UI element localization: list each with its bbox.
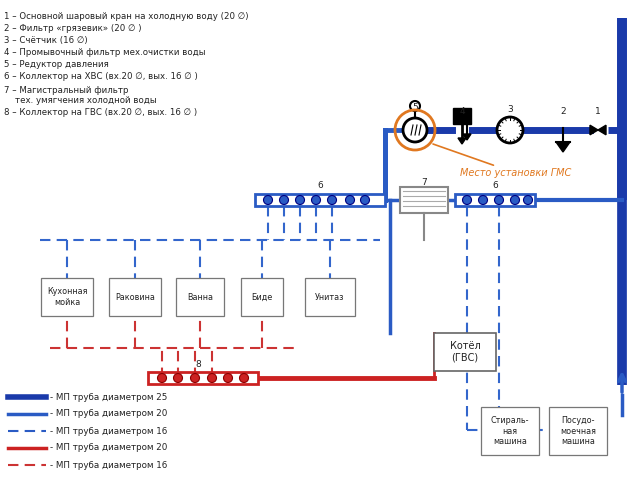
Bar bbox=[549, 407, 607, 455]
Text: тех. умягчения холодной воды: тех. умягчения холодной воды bbox=[4, 96, 157, 105]
Text: Стираль-
ная
машина: Стираль- ная машина bbox=[491, 416, 529, 446]
Circle shape bbox=[410, 101, 420, 111]
Text: 2 – Фильтр «грязевик» (20 ∅ ): 2 – Фильтр «грязевик» (20 ∅ ) bbox=[4, 24, 141, 33]
Text: 3 – Счётчик (16 ∅): 3 – Счётчик (16 ∅) bbox=[4, 36, 88, 45]
Circle shape bbox=[157, 373, 166, 383]
Text: - МП труба диаметром 20: - МП труба диаметром 20 bbox=[50, 409, 168, 419]
Text: 4 – Промывочный фильтр мех.очистки воды: 4 – Промывочный фильтр мех.очистки воды bbox=[4, 48, 205, 57]
Text: 6 – Коллектор на ХВС (вх.20 ∅, вых. 16 ∅ ): 6 – Коллектор на ХВС (вх.20 ∅, вых. 16 ∅… bbox=[4, 72, 198, 81]
Text: - МП труба диаметром 20: - МП труба диаметром 20 bbox=[50, 444, 168, 453]
Text: 2: 2 bbox=[560, 107, 566, 116]
Text: 8 – Коллектор на ГВС (вх.20 ∅, вых. 16 ∅ ): 8 – Коллектор на ГВС (вх.20 ∅, вых. 16 ∅… bbox=[4, 108, 197, 117]
Text: Место установки ГМС: Место установки ГМС bbox=[433, 144, 572, 178]
Text: Раковина: Раковина bbox=[115, 292, 155, 301]
Bar bbox=[305, 278, 355, 316]
Text: Посудо-
моечная
машина: Посудо- моечная машина bbox=[560, 416, 596, 446]
Circle shape bbox=[296, 195, 305, 204]
Text: 6: 6 bbox=[317, 181, 323, 190]
Text: - МП труба диаметром 16: - МП труба диаметром 16 bbox=[50, 460, 167, 469]
Text: - МП труба диаметром 16: - МП труба диаметром 16 bbox=[50, 427, 167, 435]
Text: 7 – Магистральный фильтр: 7 – Магистральный фильтр bbox=[4, 86, 129, 95]
Bar bbox=[241, 278, 283, 316]
Bar bbox=[148, 372, 258, 384]
Circle shape bbox=[403, 118, 427, 142]
Circle shape bbox=[191, 373, 200, 383]
Bar bbox=[453, 108, 471, 124]
Bar bbox=[400, 187, 448, 213]
Circle shape bbox=[511, 195, 520, 204]
Text: Кухонная
мойка: Кухонная мойка bbox=[47, 287, 87, 307]
Circle shape bbox=[207, 373, 216, 383]
Text: 8: 8 bbox=[195, 360, 201, 369]
Polygon shape bbox=[458, 138, 466, 144]
Circle shape bbox=[495, 195, 504, 204]
Circle shape bbox=[479, 195, 488, 204]
Circle shape bbox=[346, 195, 355, 204]
Bar bbox=[455, 194, 535, 206]
Circle shape bbox=[312, 195, 321, 204]
Text: - МП труба диаметром 25: - МП труба диаметром 25 bbox=[50, 393, 168, 401]
Circle shape bbox=[239, 373, 248, 383]
Bar bbox=[109, 278, 161, 316]
Text: 5 – Редуктор давления: 5 – Редуктор давления bbox=[4, 60, 109, 69]
Circle shape bbox=[497, 117, 523, 143]
Circle shape bbox=[328, 195, 337, 204]
Text: Котёл
(ГВС): Котёл (ГВС) bbox=[450, 341, 481, 363]
Circle shape bbox=[280, 195, 289, 204]
Bar bbox=[481, 407, 539, 455]
Text: Унитаз: Унитаз bbox=[316, 292, 345, 301]
Text: 5: 5 bbox=[412, 103, 418, 112]
Text: 1 – Основной шаровый кран на холодную воду (20 ∅): 1 – Основной шаровый кран на холодную во… bbox=[4, 12, 248, 21]
Circle shape bbox=[524, 195, 532, 204]
Text: 1: 1 bbox=[595, 107, 601, 116]
Polygon shape bbox=[556, 142, 570, 152]
Text: Биде: Биде bbox=[252, 292, 273, 301]
Bar bbox=[41, 278, 93, 316]
Circle shape bbox=[360, 195, 369, 204]
Circle shape bbox=[173, 373, 182, 383]
Text: Ванна: Ванна bbox=[187, 292, 213, 301]
Text: 4: 4 bbox=[459, 107, 465, 116]
Text: 7: 7 bbox=[421, 178, 427, 187]
Polygon shape bbox=[463, 134, 471, 140]
Polygon shape bbox=[598, 125, 606, 135]
Circle shape bbox=[223, 373, 232, 383]
Circle shape bbox=[264, 195, 273, 204]
Bar bbox=[434, 333, 496, 371]
Text: 3: 3 bbox=[507, 105, 513, 114]
Text: 6: 6 bbox=[492, 181, 498, 190]
Polygon shape bbox=[590, 125, 598, 135]
Bar bbox=[255, 194, 385, 206]
Circle shape bbox=[463, 195, 472, 204]
Bar bbox=[176, 278, 224, 316]
